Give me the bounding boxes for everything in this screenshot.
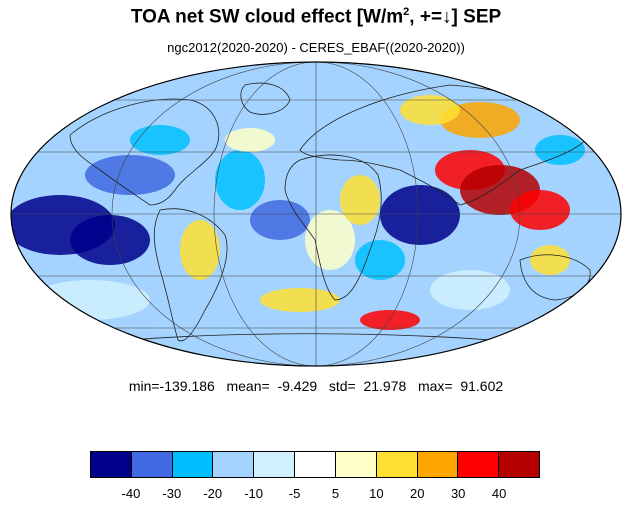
colorbar-tick-label: 30	[450, 486, 466, 501]
colorbar-tick-label: 10	[369, 486, 384, 501]
colorbar-swatch-0	[91, 452, 132, 477]
colorbar-tick-label: -5	[288, 486, 301, 501]
field-patch	[430, 270, 510, 310]
field-patch	[355, 240, 405, 280]
field-patch	[400, 95, 460, 125]
field-patch	[510, 190, 570, 230]
statistics-line: min=-139.186 mean= -9.429 std= 21.978 ma…	[128, 378, 504, 394]
field-patch	[440, 102, 520, 138]
field-patch	[150, 320, 250, 340]
colorbar-tick-label: -10	[244, 486, 264, 501]
plot-title: TOA net SW cloud effect [W/m2, +=↓] SEP	[0, 6, 632, 28]
map-border	[10, 61, 622, 367]
colorbar	[90, 451, 540, 478]
colorbar-swatch-3	[213, 452, 255, 477]
colorbar-tick-label: -40	[121, 486, 141, 501]
field-patch	[260, 288, 340, 312]
field-patch	[340, 175, 380, 225]
colorbar-tick-label: 20	[410, 486, 425, 501]
field-patch	[85, 155, 175, 195]
title-text: TOA net SW cloud effect [W/m	[130, 6, 404, 28]
field-patch	[360, 310, 420, 330]
colorbar-swatch-6	[335, 452, 377, 477]
colorbar-swatch-1	[131, 452, 173, 477]
field-patch	[250, 200, 310, 240]
field-patch	[530, 245, 570, 275]
colorbar-swatch-9	[458, 452, 500, 477]
colorbar-swatch-5	[295, 452, 336, 477]
colorbar-swatch-2	[172, 452, 214, 477]
colorbar-swatch-8	[417, 452, 459, 477]
field-patch	[130, 125, 190, 155]
plot-subtitle: ngc2012(2020-2020) - CERES_EBAF((2020-20…	[167, 40, 465, 55]
colorbar-tick-label: 5	[331, 486, 340, 501]
map-field	[11, 62, 621, 366]
colorbar-swatch-4	[254, 452, 296, 477]
field-patch	[70, 215, 150, 265]
colorbar-swatch-10	[499, 452, 539, 477]
field-patch	[180, 220, 220, 280]
field-patch	[215, 150, 265, 210]
title-superscript: 2	[403, 6, 410, 18]
colorbar-tick-label: -20	[203, 486, 223, 501]
colorbar-tick-label: -30	[162, 486, 182, 501]
colorbar-tick-label: 40	[491, 486, 507, 501]
field-patch	[380, 185, 460, 245]
field-patch	[225, 128, 275, 152]
field-patch	[305, 210, 355, 270]
colorbar-tick-labels: -40 -30 -20 -10 -5 5 10 20 30 40	[0, 486, 632, 506]
field-patch	[535, 135, 585, 165]
colorbar-swatch-7	[376, 452, 418, 477]
title-suffix: , +=↓] SEP	[409, 6, 502, 28]
